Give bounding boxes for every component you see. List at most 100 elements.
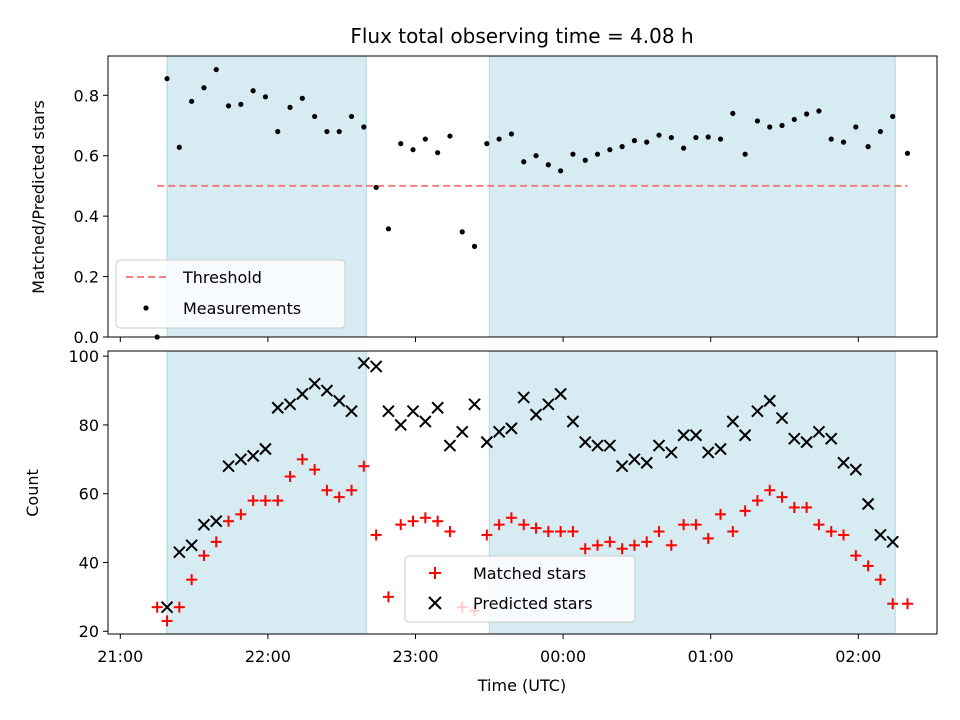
measurement-point [189, 98, 195, 104]
predicted-star-point [825, 432, 838, 445]
shaded-interval [166, 350, 367, 635]
measurement-point [558, 168, 564, 174]
measurement-point [299, 95, 305, 101]
measurement-point [348, 113, 355, 120]
x-tick-label: 02:00 [835, 647, 881, 666]
matched-legend-swatch [429, 567, 441, 579]
measurement-point [471, 243, 478, 249]
matched-star-point [419, 512, 431, 524]
predicted-star-point [505, 422, 518, 435]
measurement-point [250, 88, 256, 94]
measurement-point [656, 132, 662, 138]
predicted-star-point [468, 398, 481, 411]
matched-star-point [173, 601, 185, 613]
matched-star-point [764, 484, 776, 496]
matched-star-point [604, 536, 616, 548]
y-tick-label: 20 [79, 622, 99, 641]
measurement-point [730, 110, 736, 117]
matched-star-point [333, 491, 345, 503]
predicted-star-point [210, 515, 223, 528]
measurement-point [828, 136, 834, 142]
predicted-star-point [665, 446, 678, 459]
matched-star-point [838, 529, 850, 541]
measurement-point [545, 162, 551, 168]
predicted-star-point [369, 360, 383, 373]
y-tick-label: 60 [79, 485, 99, 504]
predicted-star-point [517, 391, 530, 404]
bottom-y-axis-ticks: 20 40 60 80 100 [68, 347, 108, 641]
predicted-star-point [296, 387, 309, 401]
measurement-point [435, 150, 441, 156]
matched-star-point [395, 519, 407, 531]
measurement-point [779, 122, 785, 129]
bottom-x-axis-ticks: 21:00 22:00 23:00 00:00 01:00 02:00 [97, 634, 881, 666]
measurement-point [717, 136, 724, 142]
matched-star-point [210, 536, 222, 548]
predicted-star-point [480, 435, 494, 449]
measurement-point [631, 138, 638, 144]
measurement-point [607, 147, 613, 153]
matched-star-point [518, 519, 530, 531]
matched-star-point [259, 495, 271, 507]
measurement-point [361, 124, 367, 130]
predicted-star-point [579, 435, 592, 449]
x-tick-label: 22:00 [245, 647, 291, 666]
measurements-legend-label: Measurements [183, 299, 301, 318]
measurement-point [459, 229, 465, 235]
matched-star-point [567, 526, 579, 538]
matched-star-point [481, 529, 493, 541]
predicted-star-point [886, 535, 899, 549]
x-tick-label: 01:00 [688, 647, 734, 666]
predicted-stars-points [160, 356, 899, 614]
matched-star-point [151, 601, 163, 613]
matched-star-point [653, 526, 665, 538]
measurement-point [754, 118, 761, 124]
measurement-point [373, 184, 379, 191]
predicted-star-point [259, 442, 272, 456]
measurement-point [865, 144, 871, 150]
matched-star-point [678, 519, 690, 531]
x-tick-label: 00:00 [540, 647, 586, 666]
matched-star-point [665, 539, 677, 551]
bottom-legend: Matched stars Predicted stars [404, 555, 636, 623]
predicted-star-point [640, 456, 653, 469]
predicted-star-point [394, 418, 407, 432]
predicted-star-point [812, 425, 826, 439]
y-tick-label: 0.4 [74, 207, 99, 226]
top-x-axis-ticks [119, 337, 859, 342]
matched-star-point [628, 539, 640, 551]
bottom-legend-box [404, 555, 636, 623]
matched-star-point [862, 560, 874, 572]
predicted-star-point [173, 545, 186, 559]
top-legend-box [115, 259, 346, 329]
matched-star-point [235, 508, 247, 520]
predicted-star-point [529, 408, 543, 421]
top-shaded-intervals [166, 55, 896, 338]
predicted-star-point [160, 600, 174, 614]
matched-star-point [874, 574, 886, 586]
predicted-star-point [283, 398, 297, 411]
measurement-point [791, 116, 797, 123]
predicted-star-point [431, 401, 444, 414]
measurement-point [508, 131, 515, 137]
y-tick-label: 100 [68, 347, 99, 366]
x-tick-label: 23:00 [392, 647, 438, 666]
predicted-star-point [763, 394, 776, 408]
matched-star-point [715, 508, 727, 520]
measurement-point [385, 226, 392, 232]
matched-star-point [358, 460, 370, 472]
matched-star-point [407, 515, 419, 527]
matched-star-point [432, 515, 444, 527]
matched-star-point [382, 591, 394, 603]
matched-star-point [801, 501, 813, 513]
measurement-point [176, 144, 182, 150]
predicted-star-point [419, 415, 432, 428]
matched-star-point [247, 495, 259, 507]
matched-star-point [739, 505, 751, 517]
predicted-star-point [738, 429, 752, 442]
measurement-point [410, 147, 416, 153]
measurement-point [644, 139, 650, 145]
measurement-point [681, 145, 687, 151]
matched-star-point [370, 529, 382, 541]
predicted-star-point [492, 425, 506, 439]
